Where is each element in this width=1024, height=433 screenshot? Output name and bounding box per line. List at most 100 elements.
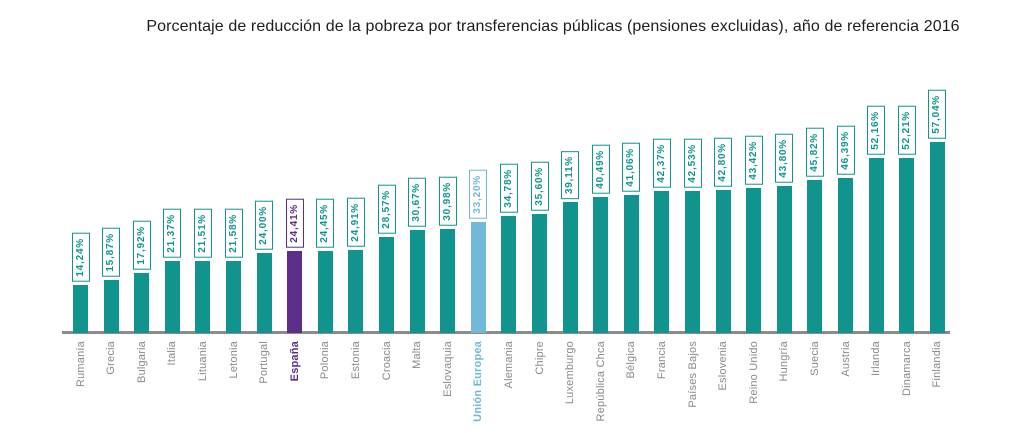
bar	[103, 280, 119, 333]
bar-category-label: Italia	[166, 341, 179, 366]
bar-category-label: Portugal	[258, 341, 271, 384]
bar-value-label: 21,58%	[224, 209, 243, 258]
bar	[317, 251, 333, 333]
bar-category-label: Letonia	[227, 341, 240, 379]
bar-category-label: Polonia	[319, 341, 332, 380]
bar-column: 14,24% Rumanía	[71, 0, 90, 433]
bar-category-label: Croacia	[380, 341, 393, 381]
bar-category-label: Suecia	[808, 341, 821, 376]
bar	[715, 190, 731, 333]
bar-category-label: Unión Europea	[472, 341, 485, 422]
bar-category-label: Austria	[839, 341, 852, 377]
bar-value-label: 17,92%	[132, 221, 151, 270]
bar-value-label: 42,53%	[683, 139, 702, 188]
bar-column: 45,82% Suecia	[805, 0, 824, 433]
bar-column: 24,41% España	[285, 0, 304, 433]
bar-value-label: 43,80%	[775, 134, 794, 183]
bar-value-label: 52,21%	[897, 106, 916, 155]
bar-value-label: 34,78%	[499, 164, 518, 213]
bar-column: 52,16% Irlanda	[867, 0, 886, 433]
bar-column: 21,37% Italia	[163, 0, 182, 433]
bar-value-label: 40,49%	[591, 145, 610, 194]
bar	[654, 191, 670, 333]
bar	[379, 237, 394, 333]
bar-value-label: 42,37%	[652, 139, 671, 188]
bar-value-label: 52,16%	[867, 106, 886, 155]
bar-category-label: Rumanía	[74, 341, 87, 388]
bar	[593, 197, 609, 333]
bar-column: 15,87% Grecia	[102, 0, 121, 433]
bar-column: 40,49% República Chca	[591, 0, 610, 433]
bar-column: 24,91% Estonia	[346, 0, 365, 433]
bar-category-label: Eslovenia	[717, 341, 730, 391]
bar	[807, 180, 823, 333]
bar	[256, 253, 272, 333]
bar-category-label: Alemania	[502, 341, 515, 389]
bar-value-label: 15,87%	[102, 228, 121, 277]
bar-column: 34,78% Alemania	[499, 0, 518, 433]
bar-value-label: 21,37%	[163, 209, 182, 258]
bar	[348, 250, 364, 333]
bar-column: 43,80% Hungría	[775, 0, 794, 433]
bar	[73, 285, 88, 333]
bar-column: 33,20% Unión Europea	[469, 0, 488, 433]
bar-column: 39,11% Luxemburgo	[561, 0, 580, 433]
bar-column: 43,42% Reino Unido	[744, 0, 763, 433]
bar-category-label: Países Bajos	[686, 341, 699, 408]
bar-column: 30,98% Eslovaquia	[438, 0, 457, 433]
bar	[226, 261, 241, 333]
bar-value-label: 42,80%	[714, 138, 733, 187]
bar-value-label: 30,98%	[438, 177, 457, 226]
bar	[685, 191, 700, 333]
bar-value-label: 39,11%	[561, 150, 580, 199]
bar	[134, 273, 150, 333]
bar	[287, 251, 303, 333]
bar-column: 24,45% Polonia	[316, 0, 335, 433]
bar-value-label: 57,04%	[928, 90, 947, 139]
bar-category-label: Reino Unido	[747, 341, 760, 404]
chart-title: Porcentaje de reducción de la pobreza po…	[146, 18, 960, 35]
bar	[501, 216, 517, 333]
bar-column: 35,60% Chipre	[530, 0, 549, 433]
bar	[562, 202, 578, 333]
bar-category-label: Dinamarca	[900, 341, 913, 396]
bar-column: 52,21% Dinamarca	[897, 0, 916, 433]
bar-value-label: 24,91%	[346, 198, 365, 247]
bar-column: 57,04% Finlandia	[928, 0, 947, 433]
bar-value-label: 46,39%	[836, 126, 855, 175]
bar	[746, 188, 762, 333]
bar-category-label: Grecia	[105, 341, 118, 375]
bar-category-label: Irlanda	[870, 341, 883, 377]
bar-value-label: 21,51%	[193, 209, 212, 258]
bar-category-label: Chipre	[533, 341, 546, 375]
bar-category-label: Hungría	[778, 341, 791, 382]
bar	[164, 261, 180, 333]
bar-column: 30,67% Malta	[408, 0, 427, 433]
bar-column: 24,00% Portugal	[255, 0, 274, 433]
bar-category-label: Luxemburgo	[564, 341, 577, 405]
bar-value-label: 45,82%	[805, 128, 824, 177]
bar	[440, 229, 456, 333]
bar-category-label: Bélgica	[625, 341, 638, 379]
bar-column: 42,53% Países Bajos	[683, 0, 702, 433]
bar-value-label: 33,20%	[469, 170, 488, 219]
bar	[195, 261, 211, 333]
bar	[623, 195, 639, 333]
bar-column: 21,51% Lituania	[193, 0, 212, 433]
bar-category-label: Finlandia	[931, 341, 944, 388]
bar-column: 46,39% Austria	[836, 0, 855, 433]
bar-value-label: 35,60%	[530, 162, 549, 211]
bar-column: 41,06% Bélgica	[622, 0, 641, 433]
bar-column: 17,92% Bulgaria	[132, 0, 151, 433]
bar-category-label: España	[288, 341, 301, 382]
bar-column: 42,37% Francia	[652, 0, 671, 433]
bar-value-label: 14,24%	[71, 233, 90, 282]
bar	[409, 230, 425, 333]
bar-column: 42,80% Eslovenia	[714, 0, 733, 433]
bar-category-label: República Chca	[594, 341, 607, 422]
bar-value-label: 24,45%	[316, 199, 335, 248]
bar-column: 21,58% Letonia	[224, 0, 243, 433]
bar-column: 28,57% Croacia	[377, 0, 396, 433]
